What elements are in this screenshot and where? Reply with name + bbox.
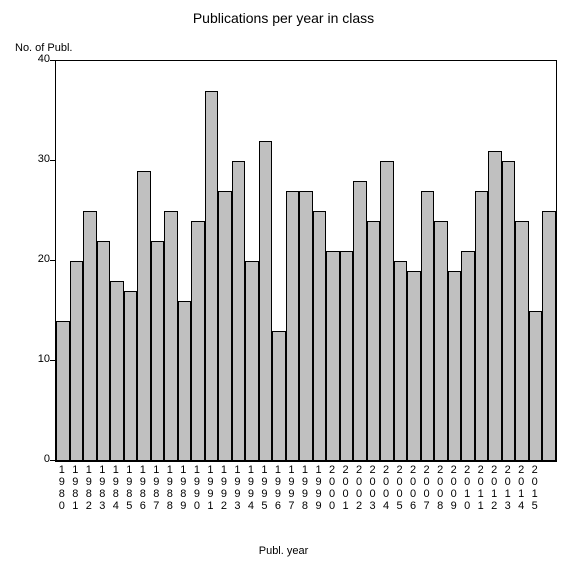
plot-area	[55, 60, 557, 462]
xtick-label: 1990	[190, 464, 204, 512]
xtick-label: 1994	[244, 464, 258, 512]
xtick-label: 1997	[285, 464, 299, 512]
bar	[326, 251, 340, 461]
xtick-label: 1985	[123, 464, 137, 512]
ytick-label: 0	[20, 453, 50, 465]
xtick-label: 1982	[82, 464, 96, 512]
xtick-label: 1995	[258, 464, 272, 512]
bar	[502, 161, 516, 461]
bar	[218, 191, 232, 461]
bar	[353, 181, 367, 461]
bar	[299, 191, 313, 461]
xtick-label: 1999	[312, 464, 326, 512]
bar	[137, 171, 151, 461]
bar	[124, 291, 138, 461]
bar	[367, 221, 381, 461]
bar	[97, 241, 111, 461]
bar	[461, 251, 475, 461]
bar	[164, 211, 178, 461]
xtick-label: 1987	[150, 464, 164, 512]
xtick-label: 1980	[55, 464, 69, 512]
xtick-label: 1981	[69, 464, 83, 512]
bar	[205, 91, 219, 461]
xtick-label: 2007	[420, 464, 434, 512]
xtick-label: 1993	[231, 464, 245, 512]
ytick-label: 20	[20, 253, 50, 265]
xtick-label: 2000	[325, 464, 339, 512]
xtick-label: 2003	[366, 464, 380, 512]
xtick-label: 2009	[447, 464, 461, 512]
ytick-mark	[50, 460, 55, 461]
xtick-label: 2002	[352, 464, 366, 512]
bar	[515, 221, 529, 461]
xtick-label: 2006	[406, 464, 420, 512]
bar	[245, 261, 259, 461]
bar	[259, 141, 273, 461]
bar	[56, 321, 70, 461]
ytick-mark	[50, 60, 55, 61]
chart-container: Publications per year in class No. of Pu…	[0, 0, 567, 567]
bar	[488, 151, 502, 461]
xtick-label: 1986	[136, 464, 150, 512]
ytick-mark	[50, 360, 55, 361]
xtick-label: 2010	[460, 464, 474, 512]
bar	[83, 211, 97, 461]
xtick-label: 1988	[163, 464, 177, 512]
bar	[340, 251, 354, 461]
xtick-label: 2013	[501, 464, 515, 512]
ytick-label: 40	[20, 53, 50, 65]
bar	[70, 261, 84, 461]
bar	[434, 221, 448, 461]
bar	[286, 191, 300, 461]
ytick-mark	[50, 260, 55, 261]
xtick-label: 2014	[514, 464, 528, 512]
xtick-label: 2004	[379, 464, 393, 512]
xtick-label: 2008	[433, 464, 447, 512]
xtick-label: 1992	[217, 464, 231, 512]
xtick-label: 2005	[393, 464, 407, 512]
xtick-label: 2011	[474, 464, 488, 512]
xtick-label: 1984	[109, 464, 123, 512]
xtick-label: 2012	[487, 464, 501, 512]
ytick-label: 30	[20, 153, 50, 165]
bar	[448, 271, 462, 461]
xtick-label: 2001	[339, 464, 353, 512]
ytick-label: 10	[20, 353, 50, 365]
xtick-label: 2015	[528, 464, 542, 512]
ytick-mark	[50, 160, 55, 161]
xtick-label: 1991	[204, 464, 218, 512]
bar	[110, 281, 124, 461]
bar	[529, 311, 543, 461]
bar	[191, 221, 205, 461]
xtick-label: 1998	[298, 464, 312, 512]
bar	[475, 191, 489, 461]
xtick-label: 1983	[96, 464, 110, 512]
bar	[380, 161, 394, 461]
bar	[232, 161, 246, 461]
xtick-label: 1996	[271, 464, 285, 512]
bar	[542, 211, 556, 461]
bar	[178, 301, 192, 461]
chart-title: Publications per year in class	[0, 10, 567, 26]
bar	[151, 241, 165, 461]
bar	[407, 271, 421, 461]
xtick-label: 1989	[177, 464, 191, 512]
bar	[421, 191, 435, 461]
x-axis-label: Publ. year	[0, 545, 567, 557]
bar	[313, 211, 327, 461]
bar	[272, 331, 286, 461]
bar	[394, 261, 408, 461]
